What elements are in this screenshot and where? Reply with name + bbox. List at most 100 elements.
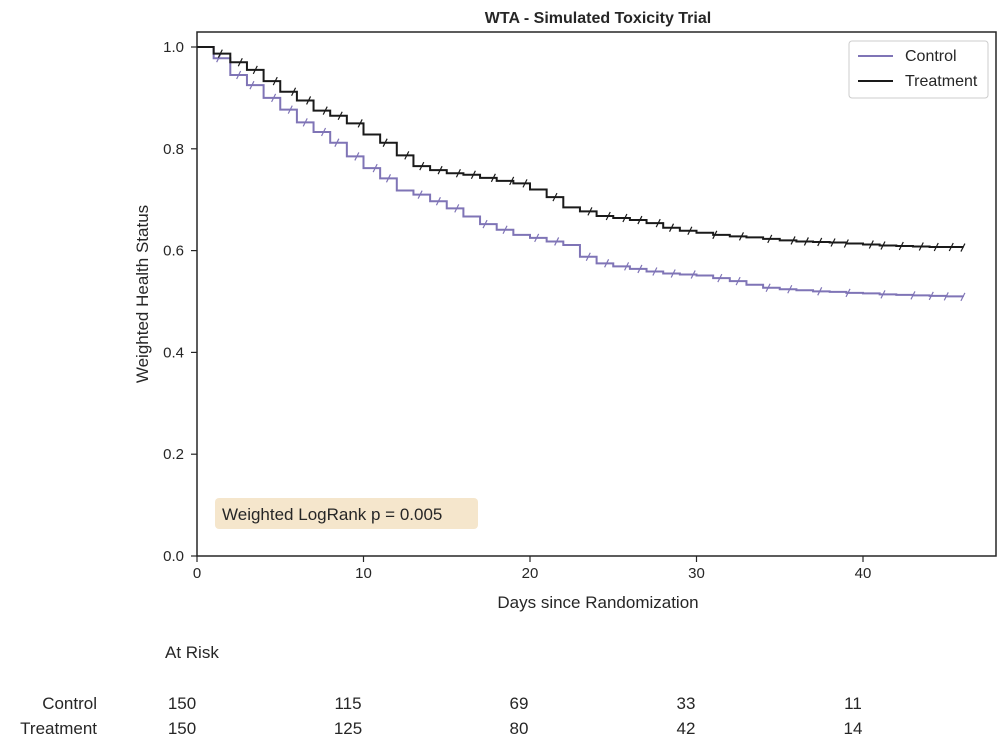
censor-mark-control — [302, 118, 308, 127]
censor-mark-treatment — [522, 179, 528, 188]
series-line-treatment — [197, 46, 964, 249]
censor-mark-treatment — [272, 76, 278, 86]
censor-mark-treatment — [622, 213, 628, 223]
censor-mark-treatment — [455, 168, 461, 178]
x-tick-label: 30 — [688, 565, 705, 582]
censor-mark-control — [604, 259, 610, 268]
censor-mark-treatment — [817, 237, 823, 247]
censor-mark-treatment — [767, 234, 773, 244]
censor-mark-control — [435, 196, 441, 206]
censor-mark-treatment — [404, 151, 410, 160]
censor-mark-control — [624, 262, 630, 271]
y-axis-ticks: 0.0 0.2 0.4 0.6 0.8 1.0 — [163, 39, 197, 565]
at-risk-count: 14 — [844, 719, 863, 738]
x-axis-ticks: 0 10 20 30 40 — [193, 556, 872, 582]
censor-mark-control — [943, 292, 949, 301]
x-tick-label: 0 — [193, 565, 201, 582]
censor-mark-control — [271, 93, 277, 103]
censor-mark-control — [454, 204, 460, 213]
censor-mark-treatment — [587, 207, 593, 216]
censor-mark-control — [880, 290, 886, 299]
censor-mark-treatment — [470, 170, 476, 180]
legend-label-control: Control — [905, 48, 957, 65]
logrank-annotation: Weighted LogRank p = 0.005 — [215, 498, 478, 529]
censor-mark-treatment — [880, 241, 886, 250]
censor-mark-control — [717, 273, 723, 283]
censor-mark-control — [417, 190, 423, 199]
censor-mark-treatment — [337, 111, 343, 120]
at-risk-count: 80 — [510, 719, 529, 738]
censor-mark-treatment — [552, 192, 558, 202]
at-risk-title: At Risk — [165, 643, 219, 662]
censor-mark-control — [287, 105, 293, 114]
censor-mark-control — [910, 291, 916, 300]
censor-mark-treatment — [668, 223, 675, 232]
censor-mark-control — [372, 163, 378, 173]
y-tick-label: 0.4 — [163, 344, 184, 361]
at-risk-count: 115 — [334, 694, 361, 713]
at-risk-count: 11 — [844, 694, 862, 713]
censor-mark-treatment — [382, 138, 388, 147]
censor-mark-treatment — [252, 65, 258, 75]
censor-mark-treatment — [843, 239, 849, 248]
x-tick-label: 10 — [355, 565, 372, 582]
censor-mark-control — [817, 287, 823, 296]
censor-mark-treatment — [357, 119, 363, 128]
at-risk-count: 150 — [168, 719, 196, 738]
censor-mark-treatment — [738, 232, 744, 241]
censor-mark-control — [960, 292, 966, 302]
censor-mark-control — [690, 270, 696, 279]
censor-mark-treatment — [237, 58, 243, 67]
at-risk-count: 69 — [510, 694, 529, 713]
legend-label-treatment: Treatment — [905, 73, 978, 90]
censor-mark-control — [249, 80, 255, 90]
at-risk-row-label-control: Control — [42, 694, 97, 713]
censor-mark-treatment — [933, 242, 939, 252]
censor-mark-control — [765, 283, 771, 293]
censor-mark-treatment — [637, 215, 643, 225]
censor-mark-treatment — [322, 106, 328, 115]
y-axis-label: Weighted Health Status — [133, 205, 152, 383]
censor-mark-control — [534, 233, 540, 243]
censor-mark-control — [321, 127, 327, 137]
censor-mark-treatment — [803, 237, 809, 246]
censor-mark-control — [652, 267, 658, 276]
censor-mark-treatment — [948, 242, 954, 252]
censor-mark-treatment — [790, 236, 796, 245]
x-tick-label: 20 — [522, 565, 539, 582]
at-risk-table: At Risk Control Treatment 150 115 69 33 … — [20, 643, 862, 738]
censor-mark-treatment — [868, 240, 874, 249]
y-tick-label: 0.0 — [163, 548, 184, 565]
censor-mark-control — [354, 152, 360, 161]
censor-mark-treatment — [291, 87, 297, 97]
censor-mark-control — [670, 269, 676, 278]
chart-title: WTA - Simulated Toxicity Trial — [485, 10, 711, 27]
at-risk-count: 42 — [677, 719, 696, 738]
x-tick-label: 40 — [855, 565, 872, 582]
at-risk-count: 150 — [168, 694, 196, 713]
legend: Control Treatment — [848, 40, 989, 99]
censor-mark-treatment — [490, 173, 496, 183]
censor-mark-control — [385, 174, 392, 183]
censor-mark-treatment — [687, 226, 693, 236]
at-risk-count: 125 — [334, 719, 362, 738]
censor-mark-control — [585, 252, 591, 261]
censor-mark-control — [554, 237, 560, 246]
censor-mark-control — [735, 276, 741, 286]
series-layer — [197, 46, 966, 302]
y-tick-label: 1.0 — [163, 39, 184, 56]
censor-mark-control — [502, 225, 508, 234]
annotation-text: Weighted LogRank p = 0.005 — [222, 505, 442, 524]
censor-mark-control — [845, 288, 851, 298]
at-risk-row-label-treatment: Treatment — [20, 719, 97, 738]
censor-mark-control — [928, 291, 934, 301]
censor-mark-treatment — [918, 242, 924, 251]
y-tick-label: 0.6 — [163, 243, 184, 260]
annotation-box — [215, 498, 478, 529]
censor-mark-treatment — [960, 243, 966, 252]
censor-mark-treatment — [437, 165, 443, 175]
censor-mark-treatment — [419, 161, 425, 171]
censor-mark-treatment — [509, 176, 515, 186]
y-tick-label: 0.8 — [163, 141, 184, 158]
